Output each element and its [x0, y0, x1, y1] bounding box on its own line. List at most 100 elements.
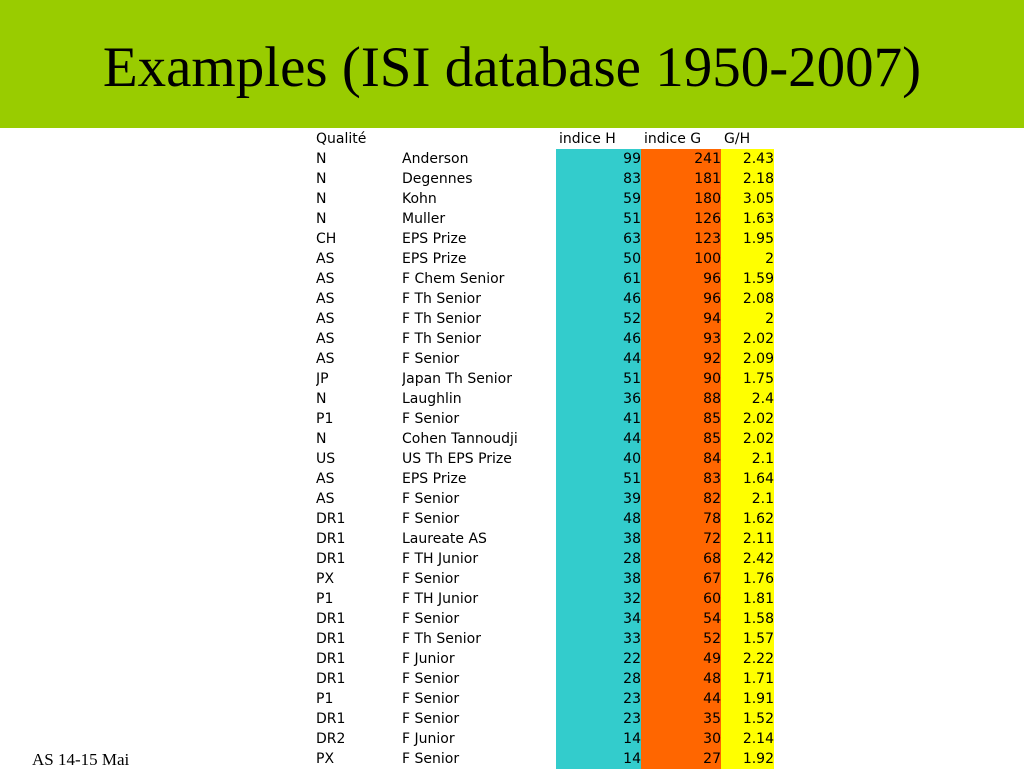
cell-indice-h: 44: [556, 349, 641, 369]
cell-qualite: AS: [316, 251, 335, 267]
cell-name: Laughlin: [402, 391, 462, 407]
table-row: DR1 F Th Senior 33 52 1.57: [316, 629, 774, 649]
cell-indice-h: 39: [556, 489, 641, 509]
cell-indice-h: 14: [556, 749, 641, 769]
table-row: AS F Senior 39 82 2.1: [316, 489, 774, 509]
cell-qualite: P1: [316, 591, 334, 607]
table-row: P1 F Senior 23 44 1.91: [316, 689, 774, 709]
cell-g-h: 1.57: [721, 629, 774, 649]
cell-indice-g: 30: [641, 729, 721, 749]
cell-qualite: P1: [316, 411, 334, 427]
cell-g-h: 2.09: [721, 349, 774, 369]
cell-g-h: 1.71: [721, 669, 774, 689]
cell-indice-h: 51: [556, 469, 641, 489]
cell-name: Muller: [402, 211, 446, 227]
cell-qualite: DR1: [316, 651, 346, 667]
cell-indice-h: 44: [556, 429, 641, 449]
table-body: Qualité indice H indice G G/H N Anderson 9…: [316, 129, 774, 769]
cell-indice-h: 61: [556, 269, 641, 289]
cell-name: Kohn: [402, 191, 437, 207]
cell-indice-g: 180: [641, 189, 721, 209]
cell-name: F Senior: [402, 351, 460, 367]
cell-name: F Chem Senior: [402, 271, 505, 287]
cell-g-h: 2: [721, 249, 774, 269]
cell-qualite: DR2: [316, 731, 346, 747]
table-row: AS EPS Prize 51 83 1.64: [316, 469, 774, 489]
cell-qualite: PX: [316, 751, 335, 767]
cell-name: F Senior: [402, 491, 460, 507]
cell-name: EPS Prize: [402, 471, 467, 487]
table-row: P1 F Senior 41 85 2.02: [316, 409, 774, 429]
cell-qualite: PX: [316, 571, 335, 587]
cell-qualite: CH: [316, 231, 337, 247]
cell-indice-h: 38: [556, 529, 641, 549]
cell-name: F Senior: [402, 671, 460, 687]
cell-indice-g: 35: [641, 709, 721, 729]
table-row: US US Th EPS Prize 40 84 2.1: [316, 449, 774, 469]
cell-qualite: US: [316, 451, 336, 467]
cell-name: F Th Senior: [402, 311, 481, 327]
cell-name: Cohen Tannoudji: [402, 431, 518, 447]
cell-indice-h: 63: [556, 229, 641, 249]
table-row: DR1 F Senior 28 48 1.71: [316, 669, 774, 689]
cell-indice-h: 40: [556, 449, 641, 469]
cell-g-h: 1.63: [721, 209, 774, 229]
table-row: P1 F TH Junior 32 60 1.81: [316, 589, 774, 609]
cell-qualite: DR1: [316, 531, 346, 547]
cell-name: F Senior: [402, 711, 460, 727]
data-table: Qualité indice H indice G G/H N Anderson 9…: [316, 129, 774, 769]
cell-qualite: AS: [316, 291, 335, 307]
header-qualite: Qualité: [316, 131, 367, 147]
table-row: N Degennes 83 181 2.18: [316, 169, 774, 189]
cell-g-h: 1.58: [721, 609, 774, 629]
cell-indice-g: 84: [641, 449, 721, 469]
cell-g-h: 2.02: [721, 409, 774, 429]
cell-indice-g: 126: [641, 209, 721, 229]
cell-g-h: 2: [721, 309, 774, 329]
cell-g-h: 2.42: [721, 549, 774, 569]
cell-qualite: N: [316, 431, 327, 447]
cell-indice-g: 78: [641, 509, 721, 529]
cell-indice-g: 72: [641, 529, 721, 549]
cell-g-h: 1.92: [721, 749, 774, 769]
table-row: N Cohen Tannoudji 44 85 2.02: [316, 429, 774, 449]
cell-g-h: 2.1: [721, 489, 774, 509]
header-row: Qualité indice H indice G G/H: [316, 129, 774, 149]
table-row: AS F Th Senior 46 93 2.02: [316, 329, 774, 349]
cell-name: F TH Junior: [402, 591, 479, 607]
table-row: DR1 F Senior 48 78 1.62: [316, 509, 774, 529]
cell-indice-g: 85: [641, 409, 721, 429]
cell-indice-g: 52: [641, 629, 721, 649]
cell-indice-h: 33: [556, 629, 641, 649]
cell-name: EPS Prize: [402, 251, 467, 267]
cell-indice-g: 68: [641, 549, 721, 569]
cell-g-h: 2.18: [721, 169, 774, 189]
cell-indice-g: 82: [641, 489, 721, 509]
cell-qualite: AS: [316, 271, 335, 287]
cell-qualite: N: [316, 391, 327, 407]
table-row: DR1 F Junior 22 49 2.22: [316, 649, 774, 669]
cell-name: F Junior: [402, 651, 455, 667]
cell-g-h: 2.08: [721, 289, 774, 309]
cell-indice-h: 46: [556, 329, 641, 349]
cell-g-h: 1.76: [721, 569, 774, 589]
cell-name: US Th EPS Prize: [402, 451, 512, 467]
table-row: PX F Senior 14 27 1.92: [316, 749, 774, 769]
cell-indice-h: 22: [556, 649, 641, 669]
cell-qualite: JP: [316, 371, 329, 387]
cell-indice-g: 181: [641, 169, 721, 189]
cell-g-h: 2.02: [721, 329, 774, 349]
cell-indice-h: 36: [556, 389, 641, 409]
cell-g-h: 2.14: [721, 729, 774, 749]
cell-g-h: 2.1: [721, 449, 774, 469]
table-row: AS F Th Senior 46 96 2.08: [316, 289, 774, 309]
cell-name: F Senior: [402, 751, 460, 767]
cell-indice-h: 41: [556, 409, 641, 429]
cell-qualite: N: [316, 191, 327, 207]
cell-qualite: AS: [316, 491, 335, 507]
cell-name: F Th Senior: [402, 291, 481, 307]
cell-name: Laureate AS: [402, 531, 487, 547]
cell-g-h: 1.81: [721, 589, 774, 609]
cell-indice-h: 32: [556, 589, 641, 609]
header-indice-g: indice G: [644, 131, 702, 147]
